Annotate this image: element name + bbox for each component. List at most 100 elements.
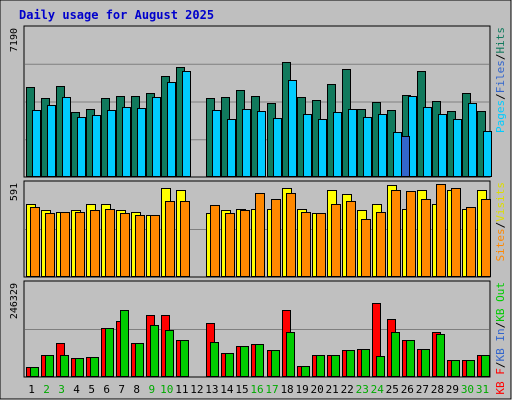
bar-kb-out-day-14 xyxy=(225,353,234,377)
day-label-23: 23 xyxy=(356,383,369,396)
bar-kb-out-day-19 xyxy=(301,366,310,377)
day-label-16: 16 xyxy=(250,383,263,396)
series-kb-out xyxy=(30,310,490,377)
bar-sites-day-23 xyxy=(361,219,371,277)
bar-sites-day-15 xyxy=(240,210,250,277)
day-label-3: 3 xyxy=(58,383,65,396)
legend-item: Visits xyxy=(494,182,507,222)
bar-files-day-21 xyxy=(333,112,342,177)
day-label-1: 1 xyxy=(28,383,35,396)
bar-sites-day-6 xyxy=(105,209,115,277)
day-labels: 1 2 3 4 5 6 7 8 9 10 11 12 13 14 15 16 17 18 19 20 21 22 23 24 2… xyxy=(28,383,489,396)
day-label-11: 11 xyxy=(175,383,188,396)
bar-files-day-22 xyxy=(348,109,357,177)
scale-label: 246329 xyxy=(9,283,20,319)
series-hits xyxy=(26,62,486,177)
day-label-17: 17 xyxy=(265,383,278,396)
legend-item: / xyxy=(494,222,507,229)
legend: Sites/Visits xyxy=(494,182,507,262)
bar-files-day-5 xyxy=(92,115,101,177)
bar-sites-day-11 xyxy=(180,201,190,277)
day-label-31: 31 xyxy=(476,383,489,396)
bar-sites-day-19 xyxy=(301,212,311,277)
bar-kb-out-day-1 xyxy=(30,367,39,377)
day-label-26: 26 xyxy=(401,383,414,396)
bar-kb-out-day-8 xyxy=(135,343,144,377)
bar-sites-day-31 xyxy=(481,199,491,277)
bar-files-day-16 xyxy=(257,111,266,177)
series-sites xyxy=(30,184,491,277)
bar-kb-out-day-21 xyxy=(331,355,340,377)
bar-files-day-1 xyxy=(32,110,41,177)
bar-files-day-7 xyxy=(122,107,131,177)
scale-label: 591 xyxy=(9,183,20,201)
bar-sites-day-14 xyxy=(225,213,235,277)
day-label-22: 22 xyxy=(341,383,354,396)
bar-kb-out-day-13 xyxy=(210,342,219,377)
bar-kb-out-day-11 xyxy=(180,340,189,377)
day-label-18: 18 xyxy=(280,383,293,396)
bar-files-day-20 xyxy=(318,119,327,177)
bar-files-day-11 xyxy=(182,71,191,177)
bar-sites-day-9 xyxy=(150,215,160,277)
day-label-20: 20 xyxy=(311,383,324,396)
bar-pages-day-25 xyxy=(401,136,410,177)
bar-files-day-13 xyxy=(212,110,221,177)
bar-files-day-27 xyxy=(423,107,432,177)
bar-files-day-24 xyxy=(378,114,387,177)
bar-sites-day-4 xyxy=(75,212,85,277)
bar-kb-out-day-29 xyxy=(451,360,460,377)
bar-sites-day-24 xyxy=(376,212,386,277)
bar-files-day-14 xyxy=(227,119,236,177)
legend: KB F/KB In/KB Out xyxy=(494,282,507,395)
bar-kb-out-day-3 xyxy=(60,355,69,377)
bar-sites-day-1 xyxy=(30,207,40,277)
bar-files-day-19 xyxy=(303,114,312,177)
bar-files-day-17 xyxy=(273,118,282,177)
day-label-30: 30 xyxy=(461,383,474,396)
bar-kb-out-day-5 xyxy=(90,357,99,377)
bar-sites-day-26 xyxy=(406,191,416,277)
day-label-7: 7 xyxy=(118,383,125,396)
bar-files-day-4 xyxy=(77,117,86,177)
bar-kb-out-day-30 xyxy=(466,360,475,377)
day-label-5: 5 xyxy=(88,383,95,396)
legend-item: KB F xyxy=(494,368,507,395)
legend-item: / xyxy=(494,54,507,61)
bar-kb-out-day-15 xyxy=(240,346,249,377)
bar-sites-day-10 xyxy=(165,201,175,277)
day-label-10: 10 xyxy=(160,383,173,396)
bar-kb-out-day-6 xyxy=(105,328,114,377)
bar-files-day-25 xyxy=(393,132,402,177)
bar-kb-out-day-27 xyxy=(421,349,430,377)
bar-kb-out-day-10 xyxy=(165,330,174,377)
day-label-2: 2 xyxy=(43,383,50,396)
bar-files-day-2 xyxy=(47,105,56,177)
bar-kb-out-day-18 xyxy=(286,332,295,377)
day-label-15: 15 xyxy=(235,383,248,396)
legend-item: / xyxy=(494,322,507,329)
legend-item: Pages xyxy=(494,100,507,133)
bar-files-day-29 xyxy=(453,119,462,177)
bar-sites-day-20 xyxy=(316,213,326,277)
bar-kb-out-day-26 xyxy=(406,340,415,377)
bar-files-day-3 xyxy=(62,97,71,177)
bar-kb-out-day-25 xyxy=(391,332,400,377)
bar-sites-day-18 xyxy=(286,193,296,277)
bar-sites-day-17 xyxy=(271,199,281,277)
day-label-24: 24 xyxy=(371,383,385,396)
bar-kb-out-day-20 xyxy=(316,355,325,377)
bar-kb-out-day-17 xyxy=(271,350,280,377)
bar-sites-day-2 xyxy=(45,213,55,277)
bar-sites-day-21 xyxy=(331,204,341,277)
bar-sites-day-28 xyxy=(436,184,446,277)
bar-kb-out-day-2 xyxy=(45,355,54,377)
bar-files-day-10 xyxy=(167,82,176,177)
legend-item: KB Out xyxy=(494,282,507,322)
legend-item: / xyxy=(494,93,507,100)
bar-sites-day-13 xyxy=(210,205,220,277)
